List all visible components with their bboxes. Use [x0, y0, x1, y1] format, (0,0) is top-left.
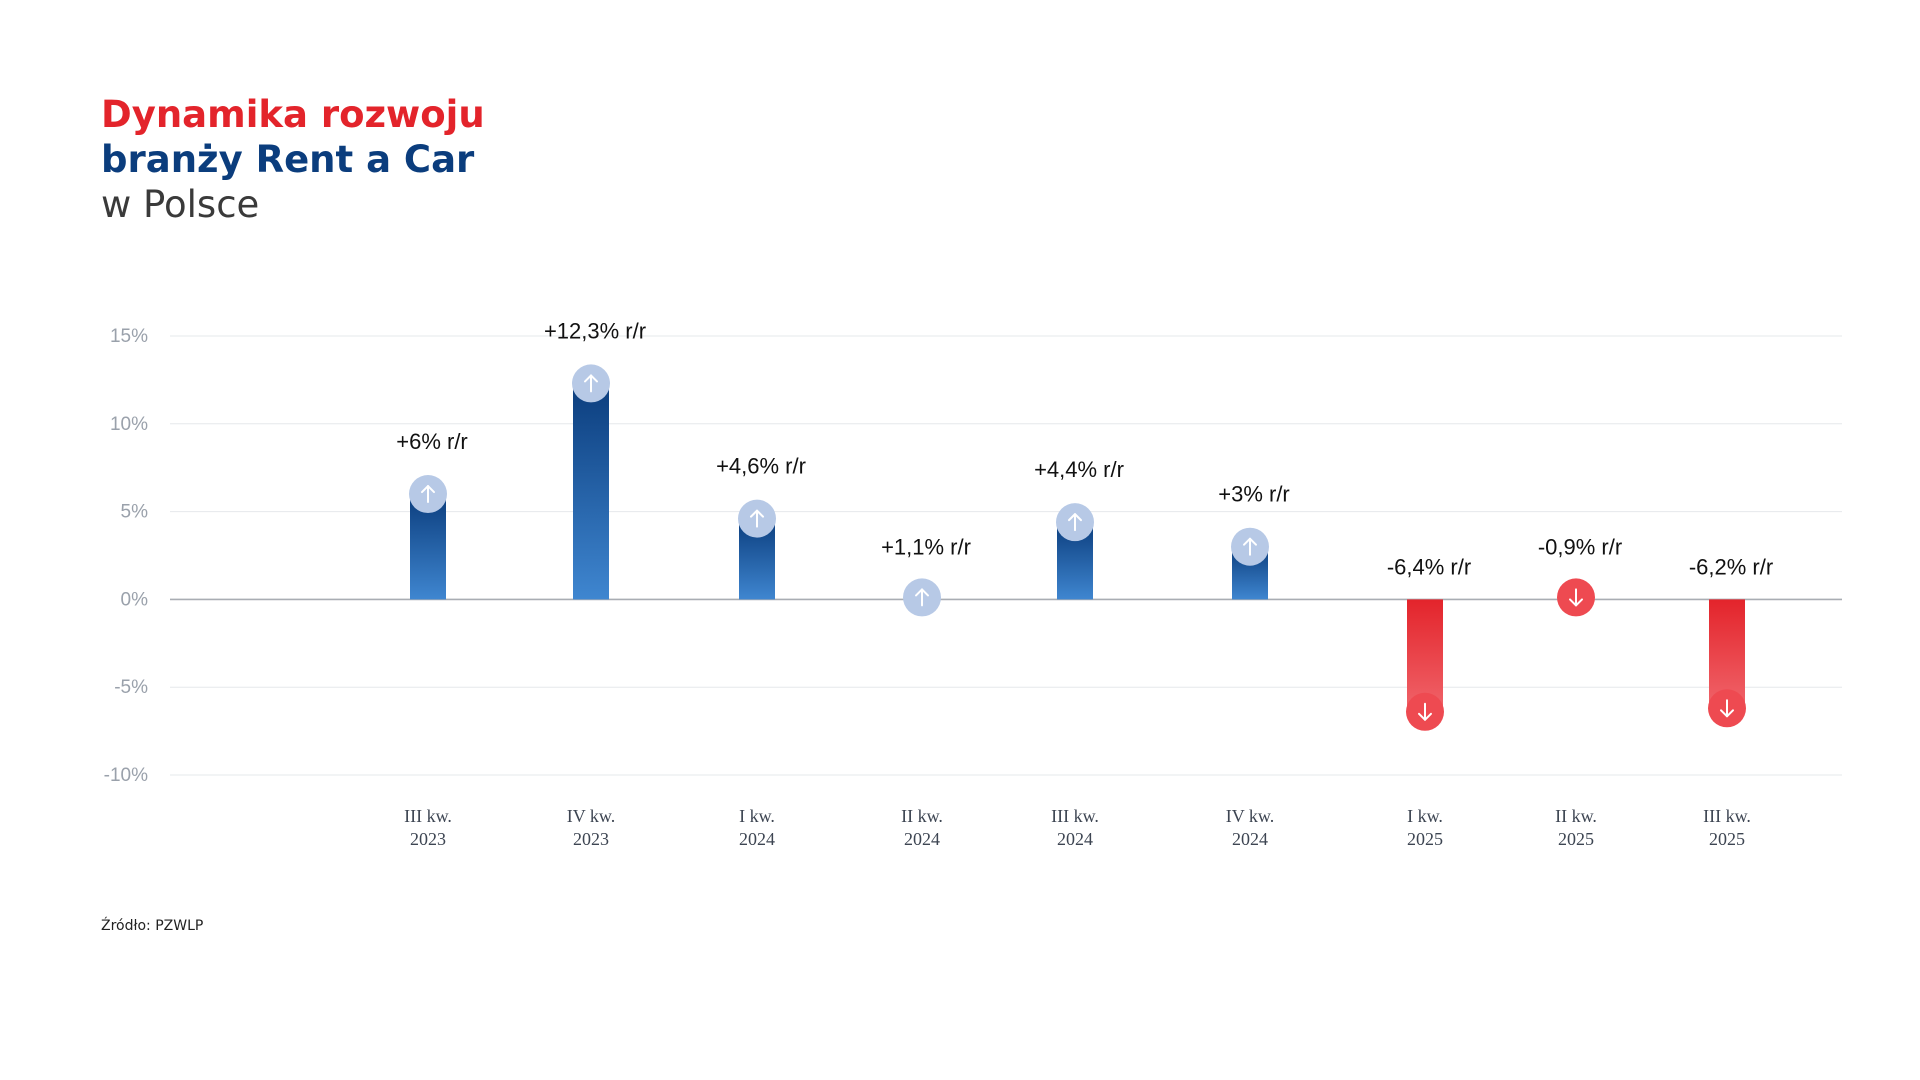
- arrow-up-icon: [1068, 513, 1082, 532]
- data-label: +1,1% r/r: [881, 534, 971, 559]
- arrow-up-icon: [1243, 537, 1257, 556]
- x-tick-label: I kw. 2025: [1407, 806, 1443, 849]
- data-label: +12,3% r/r: [544, 318, 646, 343]
- x-tick-label: III kw. 2024: [1051, 806, 1099, 849]
- data-label: +4,6% r/r: [716, 454, 806, 479]
- x-tick-label: III kw. 2023: [404, 806, 452, 849]
- arrow-down-icon: [1418, 702, 1432, 721]
- arrow-up-icon: [915, 588, 929, 607]
- y-tick-label: -10%: [104, 765, 148, 786]
- y-tick-label: -5%: [114, 677, 148, 698]
- title-line-3: w Polsce: [101, 183, 260, 226]
- x-tick-label: IV kw. 2023: [567, 806, 616, 849]
- data-label: +3% r/r: [1218, 482, 1290, 507]
- data-label: -6,2% r/r: [1689, 554, 1773, 579]
- arrow-up-icon: [750, 509, 764, 528]
- y-tick-label: 5%: [121, 502, 149, 523]
- bar: [573, 383, 609, 600]
- data-label: +6% r/r: [396, 429, 468, 454]
- x-tick-label: II kw. 2024: [901, 806, 943, 849]
- arrow-down-icon: [1720, 699, 1734, 718]
- arrow-down-icon: [1569, 588, 1583, 607]
- x-tick-label: IV kw. 2024: [1226, 806, 1275, 849]
- y-tick-label: 0%: [121, 589, 149, 610]
- chart-title: Dynamika rozwoju branży Rent a Car w Pol…: [101, 92, 485, 227]
- arrow-up-icon: [421, 485, 435, 504]
- title-line-1: Dynamika rozwoju: [101, 93, 485, 136]
- data-label: +4,4% r/r: [1034, 457, 1124, 482]
- y-tick-label: 10%: [110, 414, 148, 435]
- y-tick-label: 15%: [110, 326, 148, 347]
- x-tick-label: I kw. 2024: [739, 806, 775, 849]
- arrow-up-icon: [584, 374, 598, 393]
- title-line-2: branży Rent a Car: [101, 138, 475, 181]
- x-tick-label: III kw. 2025: [1703, 806, 1751, 849]
- x-tick-label: II kw. 2025: [1555, 806, 1597, 849]
- data-label: -6,4% r/r: [1387, 554, 1471, 579]
- data-label: -0,9% r/r: [1538, 534, 1622, 559]
- source-note: Źródło: PZWLP: [101, 918, 204, 934]
